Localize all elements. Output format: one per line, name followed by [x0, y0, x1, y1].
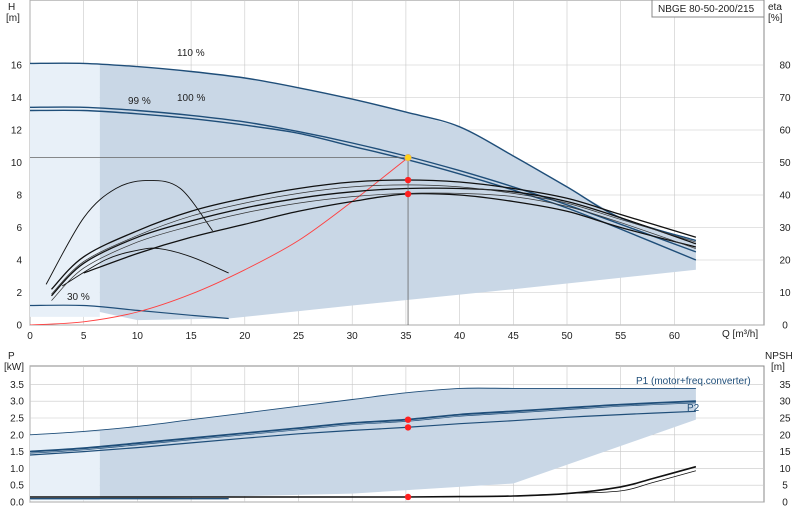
- x-tick-label: 60: [669, 331, 681, 342]
- op-point-p1: [404, 416, 412, 423]
- y-tick-label: 14: [11, 93, 23, 104]
- series-line-p1-1: [30, 400, 696, 453]
- power-range: [30, 388, 696, 499]
- op-point-eta2: [404, 190, 412, 198]
- chart-title-box: NBGE 80-50-200/215: [651, 0, 765, 18]
- x-tick-label: 20: [239, 331, 251, 342]
- x-tick-label: 0: [27, 331, 33, 342]
- npsh-tick-label: 30: [779, 397, 791, 408]
- series-line-head-0: [30, 62, 697, 242]
- curve-label-100: 100 %: [177, 93, 205, 104]
- p-tick-label: 2.0: [10, 430, 24, 441]
- p-tick-label: 1.0: [10, 464, 24, 475]
- npsh-tick-label: 5: [782, 481, 788, 492]
- y-tick-label: 0: [16, 321, 22, 332]
- series-line-eta-thin-0: [51, 192, 697, 301]
- y2-axis-label: eta: [768, 2, 782, 13]
- power-operating-points: [404, 416, 412, 501]
- y-tick-label: 2: [16, 288, 22, 299]
- x-tick-label: 15: [186, 331, 198, 342]
- y-tick-label: 10: [11, 158, 23, 169]
- series-line-eta-partial-8: [45, 179, 213, 285]
- y-tick-label: 4: [16, 256, 22, 267]
- operating-range-light: [30, 63, 100, 317]
- curve-label-110: 110 %: [177, 48, 205, 59]
- series-line-head-1: [30, 106, 697, 253]
- series-line-npsh-thin: [30, 470, 697, 498]
- series-line-head-2: [30, 109, 697, 261]
- power-range-light: [30, 431, 100, 501]
- y-tick-label: 8: [16, 191, 22, 202]
- y-axis-unit: [m]: [6, 13, 20, 24]
- y2-tick-label: 60: [779, 126, 791, 137]
- op-point-head: [404, 153, 412, 162]
- x-tick-label: 45: [508, 331, 520, 342]
- p-tick-label: 2.5: [10, 414, 24, 425]
- power-ticks: 0.0 0.5 1.0 1.5 2.0 2.5 3.0 3.5 0 5 10 15 20 25 30 35: [10, 380, 791, 509]
- series-line-eta-6: [51, 179, 697, 290]
- operating-range: [30, 63, 696, 321]
- series-line-p1-thin: [30, 402, 696, 454]
- legend-p2: P2: [687, 403, 700, 414]
- operating-points: [30, 153, 412, 325]
- p-axis-unit: [kW]: [4, 362, 24, 373]
- op-point-npsh: [404, 493, 412, 501]
- y2-tick-label: 0: [782, 321, 788, 332]
- series-line-eta-7: [83, 192, 697, 274]
- npsh-axis-label: NPSH: [765, 351, 793, 362]
- series-line-eta-thin-1: [51, 184, 697, 295]
- curve-label-30: 30 %: [67, 292, 90, 303]
- legend-p1: P1 (motor+freq.converter): [636, 376, 751, 387]
- head-curves: [30, 62, 697, 325]
- head-panel: 0 5 10 15 20 25 30 35 40 45 50 55 60 0 2 4 6 8 10 12 14 16 0 10…: [6, 0, 791, 342]
- x-axis-label: Q [m³/h]: [722, 329, 758, 340]
- npsh-tick-label: 10: [779, 464, 791, 475]
- y2-tick-label: 30: [779, 223, 791, 234]
- x-tick-label: 25: [293, 331, 305, 342]
- p-tick-label: 3.0: [10, 397, 24, 408]
- x-tick-label: 5: [81, 331, 87, 342]
- y-tick-label: 6: [16, 223, 22, 234]
- npsh-tick-label: 15: [779, 447, 791, 458]
- x-tick-label: 40: [454, 331, 466, 342]
- p-tick-label: 0.0: [10, 498, 24, 509]
- y2-tick-label: 10: [779, 288, 791, 299]
- series-line-head-3: [30, 304, 229, 320]
- y2-tick-label: 50: [779, 158, 791, 169]
- y-tick-label: 16: [11, 61, 23, 72]
- npsh-tick-label: 25: [779, 414, 791, 425]
- npsh-tick-label: 0: [782, 498, 788, 509]
- npsh-tick-label: 35: [779, 380, 791, 391]
- curve-label-99: 99 %: [128, 96, 151, 107]
- y2-tick-label: 40: [779, 191, 791, 202]
- npsh-tick-label: 20: [779, 430, 791, 441]
- y2-tick-label: 70: [779, 93, 791, 104]
- y2-tick-label: 80: [779, 61, 791, 72]
- y2-axis-unit: [%]: [768, 13, 783, 24]
- y2-tick-label: 20: [779, 256, 791, 267]
- power-panel: 0.0 0.5 1.0 1.5 2.0 2.5 3.0 3.5 0 5 10 15 20 25 30 35 P…: [4, 351, 793, 509]
- x-tick-label: 35: [400, 331, 412, 342]
- series-line-eta-partial-9: [61, 247, 229, 287]
- power-curves: [30, 387, 697, 500]
- p-tick-label: 0.5: [10, 481, 24, 492]
- npsh-axis-unit: [m]: [771, 362, 785, 373]
- series-line-p2-2: [30, 410, 696, 456]
- x-tick-label: 30: [347, 331, 359, 342]
- x-tick-label: 50: [561, 331, 573, 342]
- series-line-p-upper-0: [30, 387, 696, 436]
- head-ticks: 0 5 10 15 20 25 30 35 40 45 50 55 60 0 2 4 6 8 10 12 14 16 0 10…: [11, 61, 791, 343]
- chart-title: NBGE 80-50-200/215: [658, 4, 755, 15]
- op-point-eta: [404, 176, 412, 184]
- p-tick-label: 3.5: [10, 380, 24, 391]
- y-tick-label: 12: [11, 126, 23, 137]
- p-axis-label: P: [8, 351, 15, 362]
- y-axis-label: H: [8, 2, 15, 13]
- p-tick-label: 1.5: [10, 447, 24, 458]
- x-tick-label: 10: [132, 331, 144, 342]
- series-line-eta-5: [51, 187, 697, 297]
- x-tick-label: 55: [615, 331, 627, 342]
- op-point-p2: [404, 424, 412, 431]
